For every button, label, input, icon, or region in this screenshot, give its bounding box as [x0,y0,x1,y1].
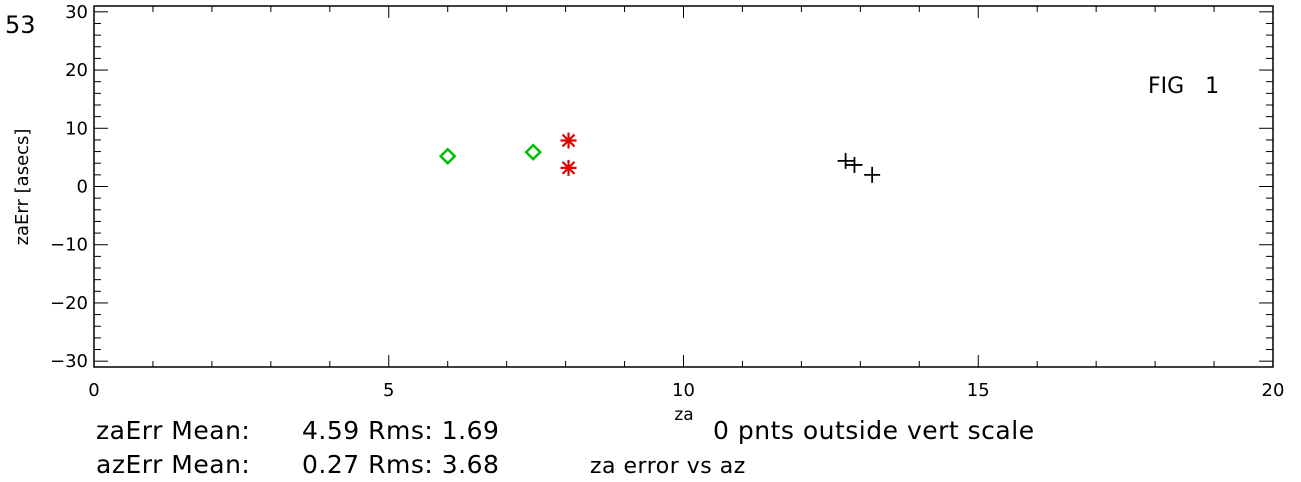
diamond-point [438,147,457,165]
axes: 0 5 10 15 20 −30 −20 −10 0 10 20 30 [50,2,1284,401]
y-tick-label: 30 [65,2,88,23]
corner-label: 53 [5,11,36,39]
x-tick-label: 15 [967,380,990,401]
y-tick-label: −10 [50,235,88,256]
plot-subtitle: za error vs az [590,454,746,479]
diamond-point [524,143,542,161]
azerr-mean-label: azErr Mean: [96,450,251,479]
x-axis-label: za [674,405,693,425]
plus-point [864,166,881,183]
asterisk-point [560,132,577,149]
y-tick-label: 10 [65,118,88,139]
zaerr-mean-label: zaErr Mean: [96,416,251,445]
y-tick-label: −30 [50,351,88,372]
y-axis-label: zaErr [asecs] [12,129,33,246]
data-marks [438,132,881,183]
asterisk-point [560,159,577,176]
x-tick-label: 0 [88,380,99,401]
plot-frame [93,5,1274,368]
y-tick-label: −20 [50,293,88,314]
y-tick-label: 0 [77,177,88,198]
plus-point [837,152,854,169]
zaerr-mean-values: 4.59 Rms: 1.69 [302,416,500,445]
azerr-mean-values: 0.27 Rms: 3.68 [302,450,500,479]
x-tick-label: 10 [672,380,695,401]
x-tick-label: 20 [1262,380,1285,401]
y-tick-label: 20 [65,60,88,81]
outside-scale-note: 0 pnts outside vert scale [713,416,1035,445]
x-tick-label: 5 [383,380,394,401]
plus-point [846,156,863,173]
fig-label: FIG 1 [1148,74,1219,99]
